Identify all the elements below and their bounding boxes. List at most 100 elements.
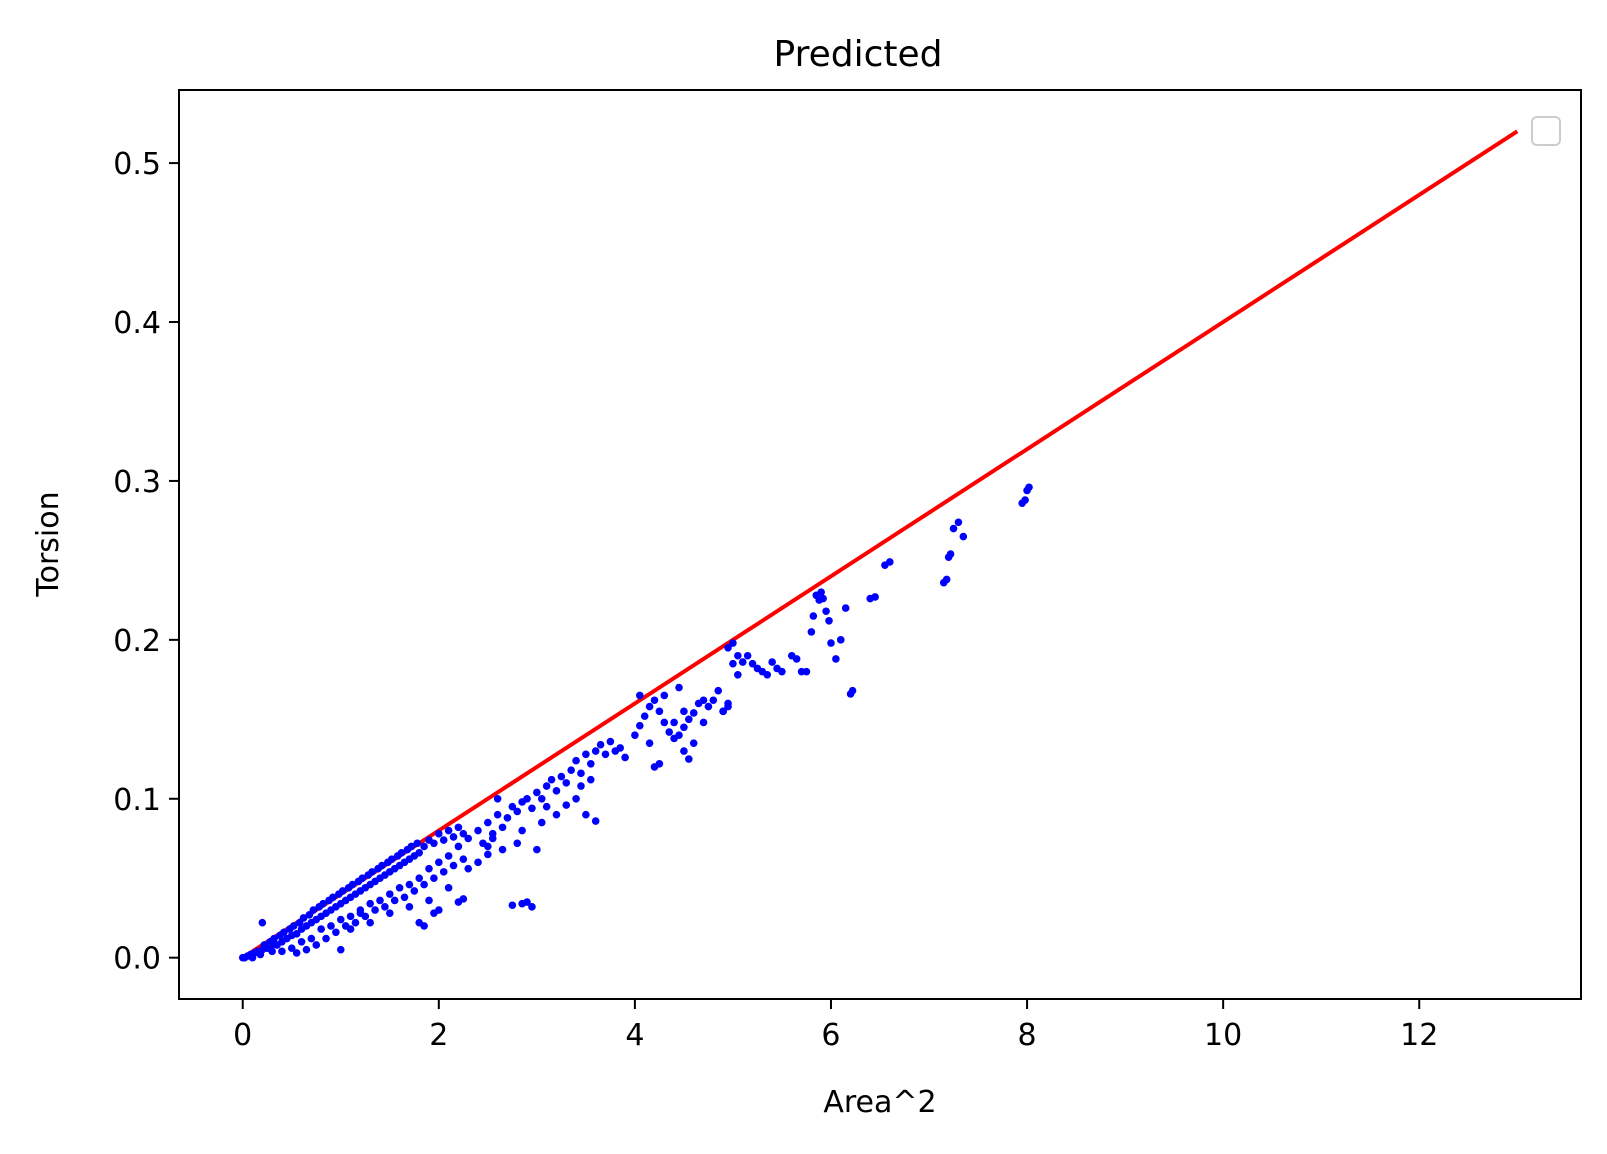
scatter-point	[640, 712, 649, 720]
scatter-point	[523, 898, 531, 906]
scatter-point	[567, 766, 575, 774]
scatter-point	[586, 775, 595, 784]
scatter-point	[312, 941, 321, 949]
scatter-point	[430, 839, 438, 848]
scatter-point	[297, 937, 306, 946]
scatter-point	[562, 779, 571, 787]
scatter-point	[368, 868, 376, 876]
scatter-point	[817, 588, 825, 596]
scatter-point	[680, 707, 688, 716]
scatter-point	[292, 930, 301, 938]
scatter-point	[792, 655, 801, 663]
scatter-point	[533, 788, 541, 797]
scatter-point	[425, 864, 433, 873]
scatter-point	[435, 906, 443, 914]
scatter-point	[410, 887, 419, 895]
scatter-point	[400, 893, 409, 902]
scatter-point	[635, 691, 644, 700]
x-tick-label: 12	[1400, 1018, 1438, 1053]
scatter-point	[336, 915, 345, 924]
scatter-point	[596, 740, 605, 749]
scatter-point	[405, 903, 414, 911]
scatter-point	[493, 810, 502, 819]
x-tick-label: 2	[429, 1018, 448, 1053]
scatter-point	[351, 918, 360, 927]
scatter-point	[954, 518, 963, 527]
scatter-point	[586, 760, 595, 768]
scatter-point	[523, 794, 531, 803]
scatter-point	[358, 874, 367, 883]
scatter-point	[420, 922, 428, 930]
scatter-point	[601, 750, 610, 759]
scatter-point	[670, 718, 678, 727]
scatter-point	[572, 794, 580, 803]
scatter-point	[871, 593, 879, 601]
scatter-point	[724, 702, 732, 711]
scatter-point	[949, 524, 958, 533]
scatter-point	[444, 852, 453, 860]
x-tick-label: 8	[1018, 1018, 1037, 1053]
scatter-point	[513, 839, 522, 848]
scatter-point	[635, 721, 644, 730]
scatter-point	[449, 861, 458, 870]
scatter-point	[407, 842, 416, 851]
scatter-point	[444, 883, 453, 892]
scatter-point	[724, 643, 732, 652]
scatter-point	[621, 753, 629, 762]
scatter-point	[807, 628, 816, 636]
scatter-point	[1025, 483, 1033, 492]
scatter-point	[650, 696, 659, 705]
y-tick-label: 0.3	[113, 465, 161, 500]
scatter-point	[841, 604, 850, 612]
scatter-point	[822, 607, 830, 616]
scatter-point	[802, 667, 811, 676]
scatter-point	[508, 901, 517, 910]
scatter-point	[660, 691, 669, 700]
legend-box	[1531, 116, 1561, 146]
scatter-point	[356, 909, 365, 917]
plot-area	[238, 129, 1519, 962]
scatter-point	[508, 802, 517, 811]
scatter-point	[552, 787, 561, 795]
scatter-point	[449, 833, 458, 841]
scatter-point	[577, 769, 585, 778]
scatter-point	[729, 639, 737, 647]
x-tick-label: 0	[233, 1018, 252, 1053]
scatter-point	[542, 802, 551, 811]
x-tick-label: 10	[1204, 1018, 1242, 1053]
scatter-point	[268, 947, 276, 956]
scatter-point	[415, 848, 424, 857]
scatter-point	[484, 842, 492, 851]
scatter-point	[675, 731, 683, 739]
scatter-point	[484, 818, 492, 827]
scatter-point	[665, 728, 674, 736]
scatter-point	[413, 839, 422, 848]
scatter-point	[459, 829, 468, 838]
axes-frame	[178, 89, 1582, 1000]
chart-title: Predicted	[774, 34, 943, 75]
scatter-point	[329, 893, 337, 902]
scatter-point	[346, 925, 355, 933]
scatter-point	[439, 868, 448, 876]
y-tick-label: 0.4	[113, 306, 161, 341]
scatter-point	[528, 903, 536, 911]
scatter-point	[484, 850, 492, 859]
scatter-point	[395, 883, 404, 892]
scatter-point	[825, 616, 833, 625]
scatter-point	[542, 782, 551, 790]
scatter-point	[942, 575, 951, 584]
scatter-point	[533, 845, 541, 854]
scatter-point	[886, 558, 894, 566]
scatter-point	[405, 880, 414, 889]
y-tick-label: 0.1	[113, 783, 161, 818]
scatter-point	[336, 945, 345, 954]
scatter-point	[459, 855, 468, 863]
scatter-point	[685, 715, 693, 724]
scatter-point	[537, 818, 546, 827]
scatter-point	[503, 814, 512, 822]
scatter-point	[459, 895, 468, 903]
scatter-point	[498, 823, 507, 832]
scatter-point	[832, 655, 840, 663]
scatter-point	[680, 723, 688, 732]
scatter-point	[299, 914, 308, 922]
